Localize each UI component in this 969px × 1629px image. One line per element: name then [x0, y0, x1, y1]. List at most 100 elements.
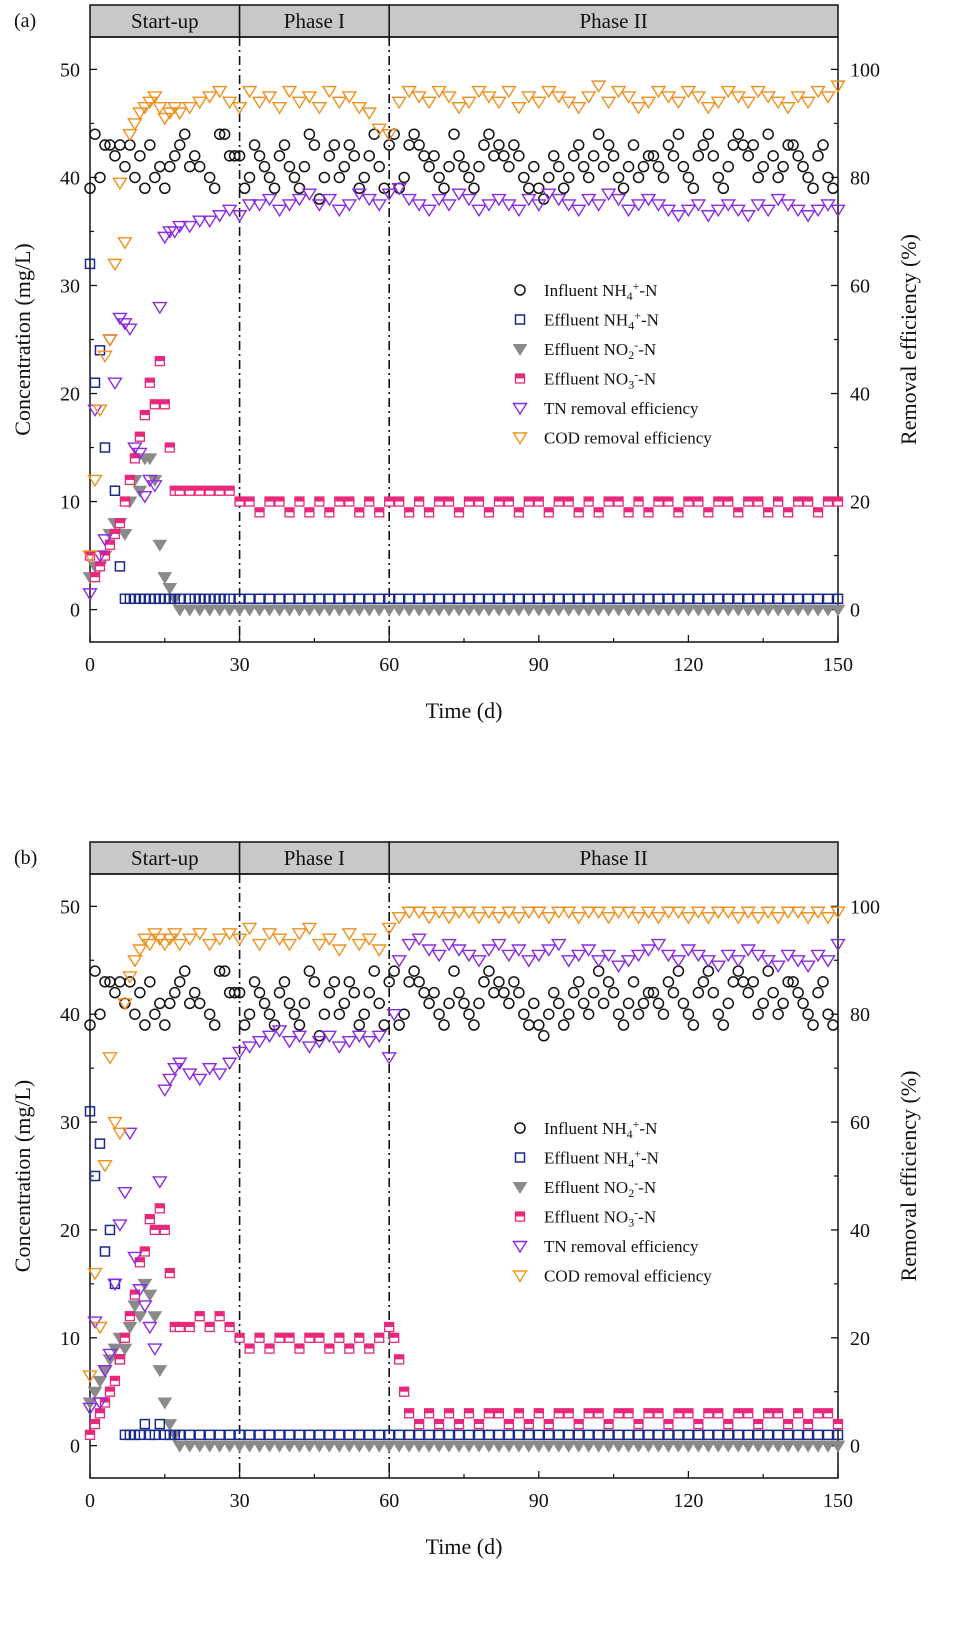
point-effluent_no3 — [164, 1267, 175, 1279]
point-effluent_no3 — [244, 496, 255, 507]
point-influent_nh4 — [717, 1019, 730, 1031]
point-effluent_no3-fill — [160, 399, 170, 405]
point-effluent_no3-fill — [130, 1290, 140, 1295]
point-influent_nh4 — [498, 986, 510, 999]
point-effluent_no3 — [109, 1375, 121, 1387]
y-tick-label: 10 — [60, 1328, 80, 1350]
legend-superscript: + — [634, 309, 641, 323]
point-cod — [117, 998, 133, 1011]
point-effluent_no3 — [663, 1418, 674, 1430]
point-influent_nh4 — [218, 128, 231, 140]
point-effluent_no2 — [192, 1440, 208, 1453]
point-effluent_no2 — [511, 1440, 527, 1453]
point-cod — [117, 237, 133, 250]
point-effluent_nh4 — [354, 1429, 365, 1441]
point-tn — [157, 1084, 173, 1098]
point-effluent_no3 — [832, 496, 844, 507]
point-effluent_no2 — [621, 604, 636, 617]
point-effluent_no3 — [134, 431, 146, 442]
x-tick-label: 0 — [85, 654, 95, 676]
point-effluent_no2 — [551, 604, 567, 617]
point-cod — [600, 911, 617, 925]
point-effluent_no2 — [451, 1440, 467, 1453]
point-influent_nh4 — [328, 139, 341, 151]
point-influent_nh4 — [183, 997, 196, 1010]
point-tn — [550, 938, 567, 952]
point-tn — [191, 1073, 208, 1087]
point-effluent_no3 — [224, 1321, 235, 1333]
point-effluent_nh4 — [403, 593, 415, 605]
point-effluent_no3 — [573, 1418, 584, 1430]
point-influent_nh4 — [363, 986, 376, 999]
point-influent_nh4 — [642, 986, 655, 999]
point-influent_nh4 — [752, 1008, 764, 1020]
point-effluent_no3 — [543, 1418, 554, 1430]
panel-1: Start-up Phase I Phase II(b)0 30 60 90 120 1500… — [10, 841, 921, 1559]
point-tn — [181, 220, 198, 234]
point-effluent_nh4 — [314, 1429, 325, 1441]
point-effluent_no3 — [139, 1246, 151, 1257]
point-tn — [710, 960, 727, 974]
point-influent_nh4 — [787, 139, 799, 151]
point-effluent_nh4 — [114, 561, 126, 572]
point-effluent_no3 — [384, 1321, 395, 1333]
point-effluent_nh4 — [284, 1429, 295, 1441]
phase-label: Phase I — [284, 846, 345, 870]
point-cod — [181, 102, 198, 115]
point-influent_nh4 — [617, 182, 630, 194]
legend-marker-effluent_no3 — [514, 1211, 526, 1222]
point-effluent_no2 — [830, 1440, 846, 1453]
point-cod — [451, 102, 467, 115]
point-cod — [102, 334, 118, 347]
point-influent_nh4 — [567, 986, 580, 999]
point-effluent_no2 — [631, 604, 646, 617]
point-effluent_no3-fill — [464, 497, 474, 502]
point-tn — [590, 199, 607, 212]
legend-marker-influent_nh4 — [514, 284, 526, 296]
point-tn — [102, 1348, 118, 1362]
point-cod — [321, 85, 338, 99]
point-cod — [770, 911, 786, 925]
point-influent_nh4 — [373, 997, 385, 1010]
point-influent_nh4 — [697, 139, 710, 151]
point-influent_nh4 — [473, 997, 485, 1010]
point-tn — [670, 955, 687, 968]
point-influent_nh4 — [682, 171, 695, 184]
point-effluent_nh4 — [364, 593, 375, 605]
point-effluent_no3 — [374, 507, 385, 518]
x-tick-label: 120 — [673, 654, 703, 676]
point-effluent_no2 — [311, 604, 327, 617]
point-tn — [82, 1402, 98, 1416]
x-tick-label: 150 — [823, 654, 853, 676]
point-cod — [710, 96, 727, 110]
point-influent_nh4 — [213, 965, 226, 977]
x-tick-label: 90 — [529, 1490, 549, 1512]
point-effluent_no3 — [344, 496, 355, 507]
point-effluent_no2 — [710, 604, 726, 617]
point-cod — [331, 96, 348, 110]
point-influent_nh4 — [657, 171, 670, 184]
legend-superscript: + — [633, 279, 640, 293]
point-influent_nh4 — [178, 128, 191, 140]
series-effluent_no3 — [84, 1203, 844, 1441]
point-effluent_no2 — [401, 604, 417, 617]
point-influent_nh4 — [657, 1008, 670, 1020]
point-influent_nh4 — [792, 150, 804, 162]
point-effluent_no3 — [374, 1332, 385, 1343]
y-tick-label: 30 — [60, 1112, 80, 1134]
phase-box — [238, 4, 390, 38]
point-tn — [680, 204, 697, 218]
point-tn — [690, 199, 707, 212]
point-influent_nh4 — [313, 1030, 326, 1042]
point-influent_nh4 — [528, 997, 540, 1010]
point-cod — [700, 911, 717, 925]
legend-marker-effluent_no2 — [512, 1182, 528, 1194]
y2-tick-label: 60 — [850, 1112, 870, 1134]
point-effluent_no2 — [282, 604, 297, 617]
point-effluent_no3-fill — [444, 1408, 454, 1414]
point-effluent_no2 — [521, 1440, 537, 1453]
point-tn — [97, 534, 113, 547]
point-effluent_no3 — [683, 496, 694, 507]
point-effluent_no3-fill — [644, 507, 654, 513]
phase-label: Phase II — [579, 846, 647, 870]
